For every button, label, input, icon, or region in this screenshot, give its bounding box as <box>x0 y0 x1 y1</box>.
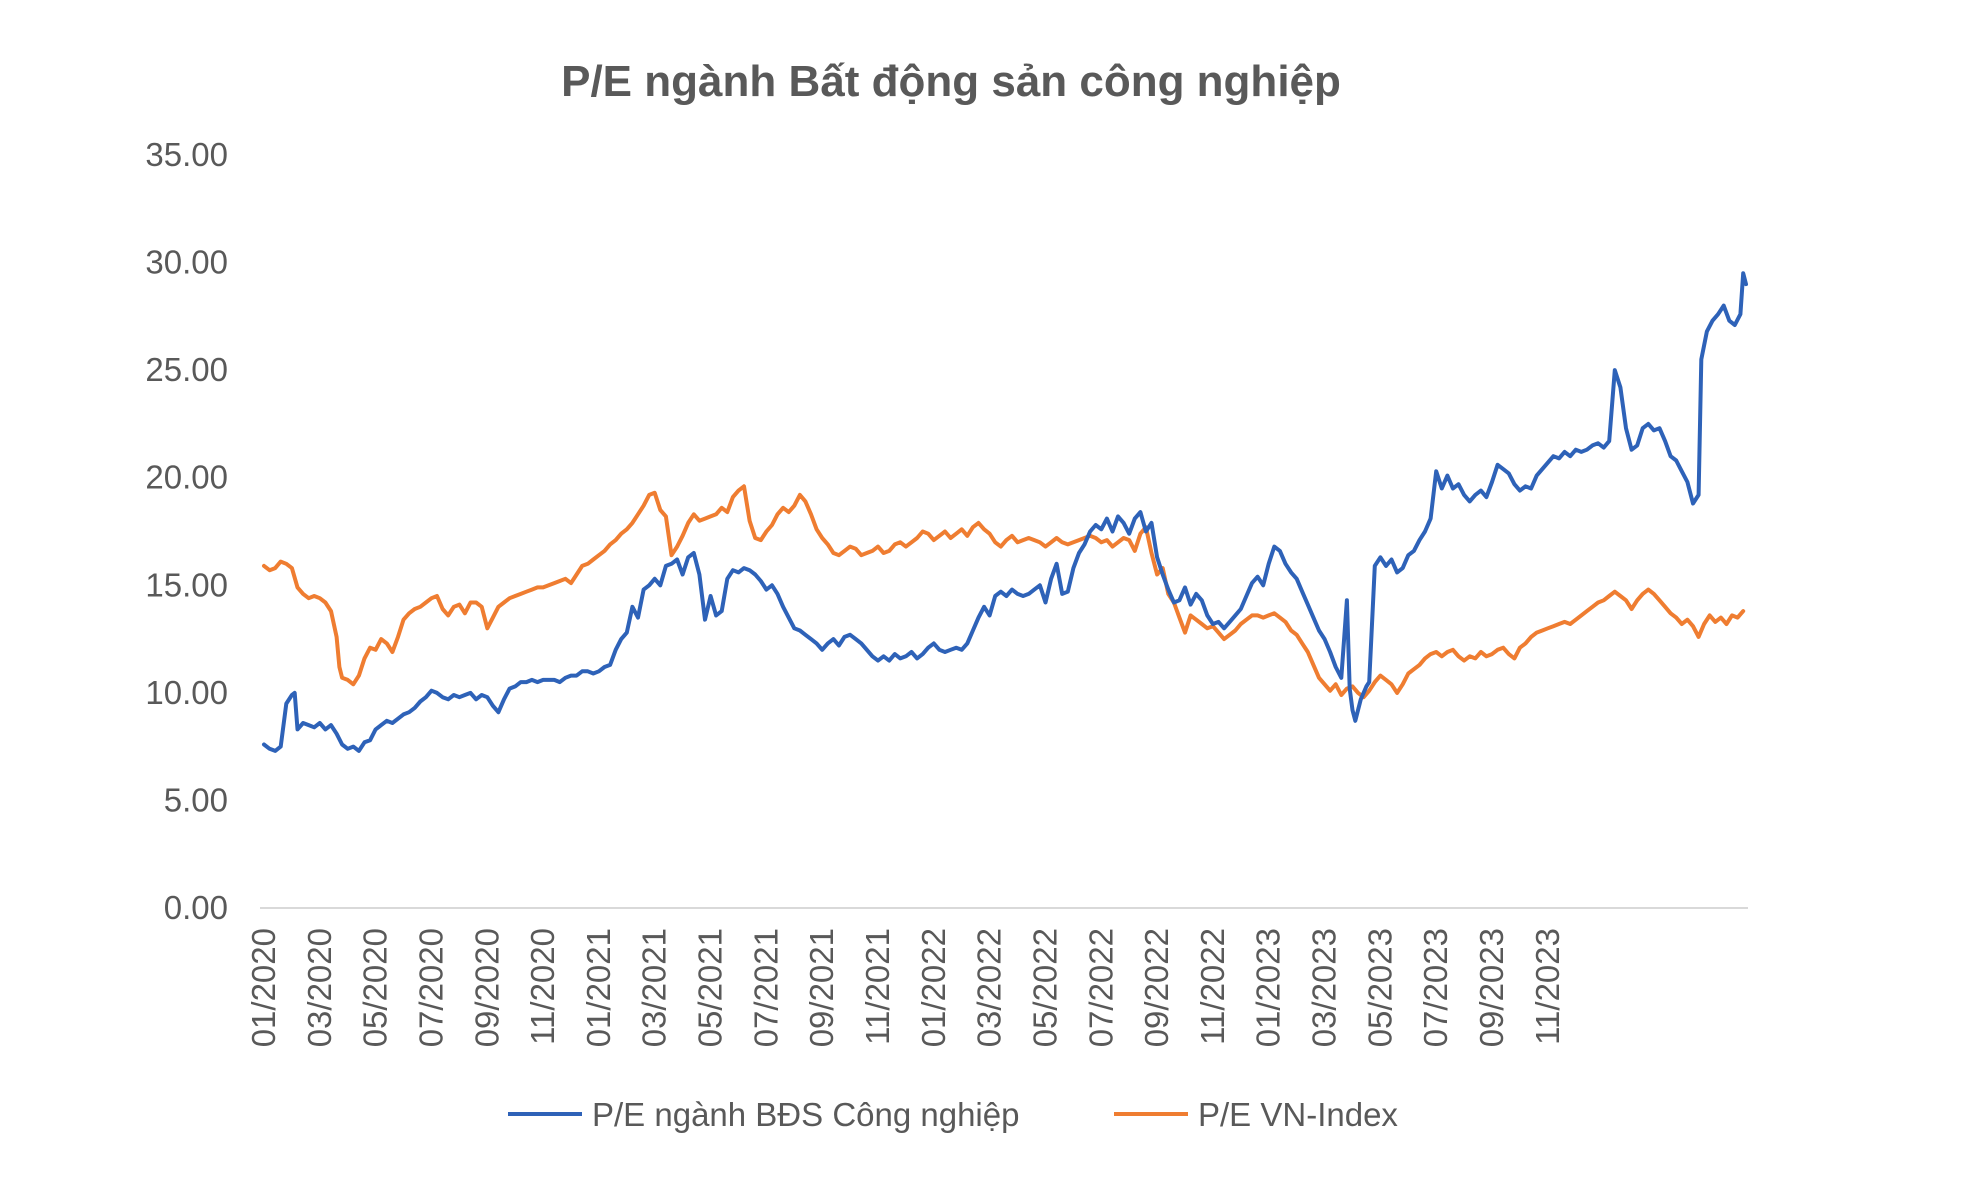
x-tick-label: 11/2020 <box>524 928 561 1045</box>
series-line-pe-industrial <box>262 271 1748 753</box>
x-tick-label: 01/2020 <box>245 928 282 1047</box>
y-tick-label: 20.00 <box>145 459 228 496</box>
x-tick-label: 03/2021 <box>636 928 673 1047</box>
y-tick-label: 35.00 <box>145 136 228 173</box>
y-tick-label: 10.00 <box>145 674 228 711</box>
x-tick-label: 09/2022 <box>1138 928 1175 1047</box>
y-tick-label: 25.00 <box>145 351 228 388</box>
x-tick-label: 03/2023 <box>1306 928 1343 1047</box>
x-tick-label: 05/2022 <box>1026 928 1063 1047</box>
x-tick-label: 07/2023 <box>1417 928 1454 1047</box>
chart-title: P/E ngành Bất động sản công nghiệp <box>561 57 1341 106</box>
y-tick-label: 0.00 <box>164 889 228 926</box>
x-tick-label: 01/2022 <box>915 928 952 1047</box>
series-lines <box>262 271 1748 753</box>
x-tick-label: 09/2021 <box>803 928 840 1047</box>
y-tick-label: 5.00 <box>164 781 228 818</box>
series-line-pe-vnindex <box>262 484 1746 700</box>
x-tick-label: 03/2020 <box>301 928 338 1047</box>
x-tick-label: 11/2023 <box>1529 928 1566 1045</box>
legend-label-pe-industrial: P/E ngành BĐS Công nghiệp <box>592 1096 1019 1133</box>
x-tick-label: 01/2023 <box>1250 928 1287 1047</box>
x-axis-tick-labels: 01/2020 03/2020 05/2020 07/2020 09/2020 11/20… <box>245 928 1566 1047</box>
x-tick-label: 05/2020 <box>357 928 394 1047</box>
x-tick-label: 05/2023 <box>1361 928 1398 1047</box>
x-tick-label: 07/2020 <box>412 928 449 1047</box>
y-tick-label: 30.00 <box>145 244 228 281</box>
x-tick-label: 07/2021 <box>747 928 784 1047</box>
x-tick-label: 01/2021 <box>580 928 617 1047</box>
y-axis-tick-labels: 0.00 5.00 10.00 15.00 20.00 25.00 30.00 35.00 <box>145 136 228 926</box>
x-tick-label: 05/2021 <box>692 928 729 1047</box>
legend-label-pe-vnindex: P/E VN-Index <box>1198 1096 1398 1133</box>
x-tick-label: 07/2022 <box>1082 928 1119 1047</box>
x-tick-label: 09/2020 <box>468 928 505 1047</box>
x-tick-label: 03/2022 <box>971 928 1008 1047</box>
x-tick-label: 11/2021 <box>859 928 896 1045</box>
x-tick-label: 09/2023 <box>1473 928 1510 1047</box>
x-tick-label: 11/2022 <box>1194 928 1231 1045</box>
legend: P/E ngành BĐS Công nghiệp P/E VN-Index <box>508 1096 1398 1133</box>
y-tick-label: 15.00 <box>145 566 228 603</box>
